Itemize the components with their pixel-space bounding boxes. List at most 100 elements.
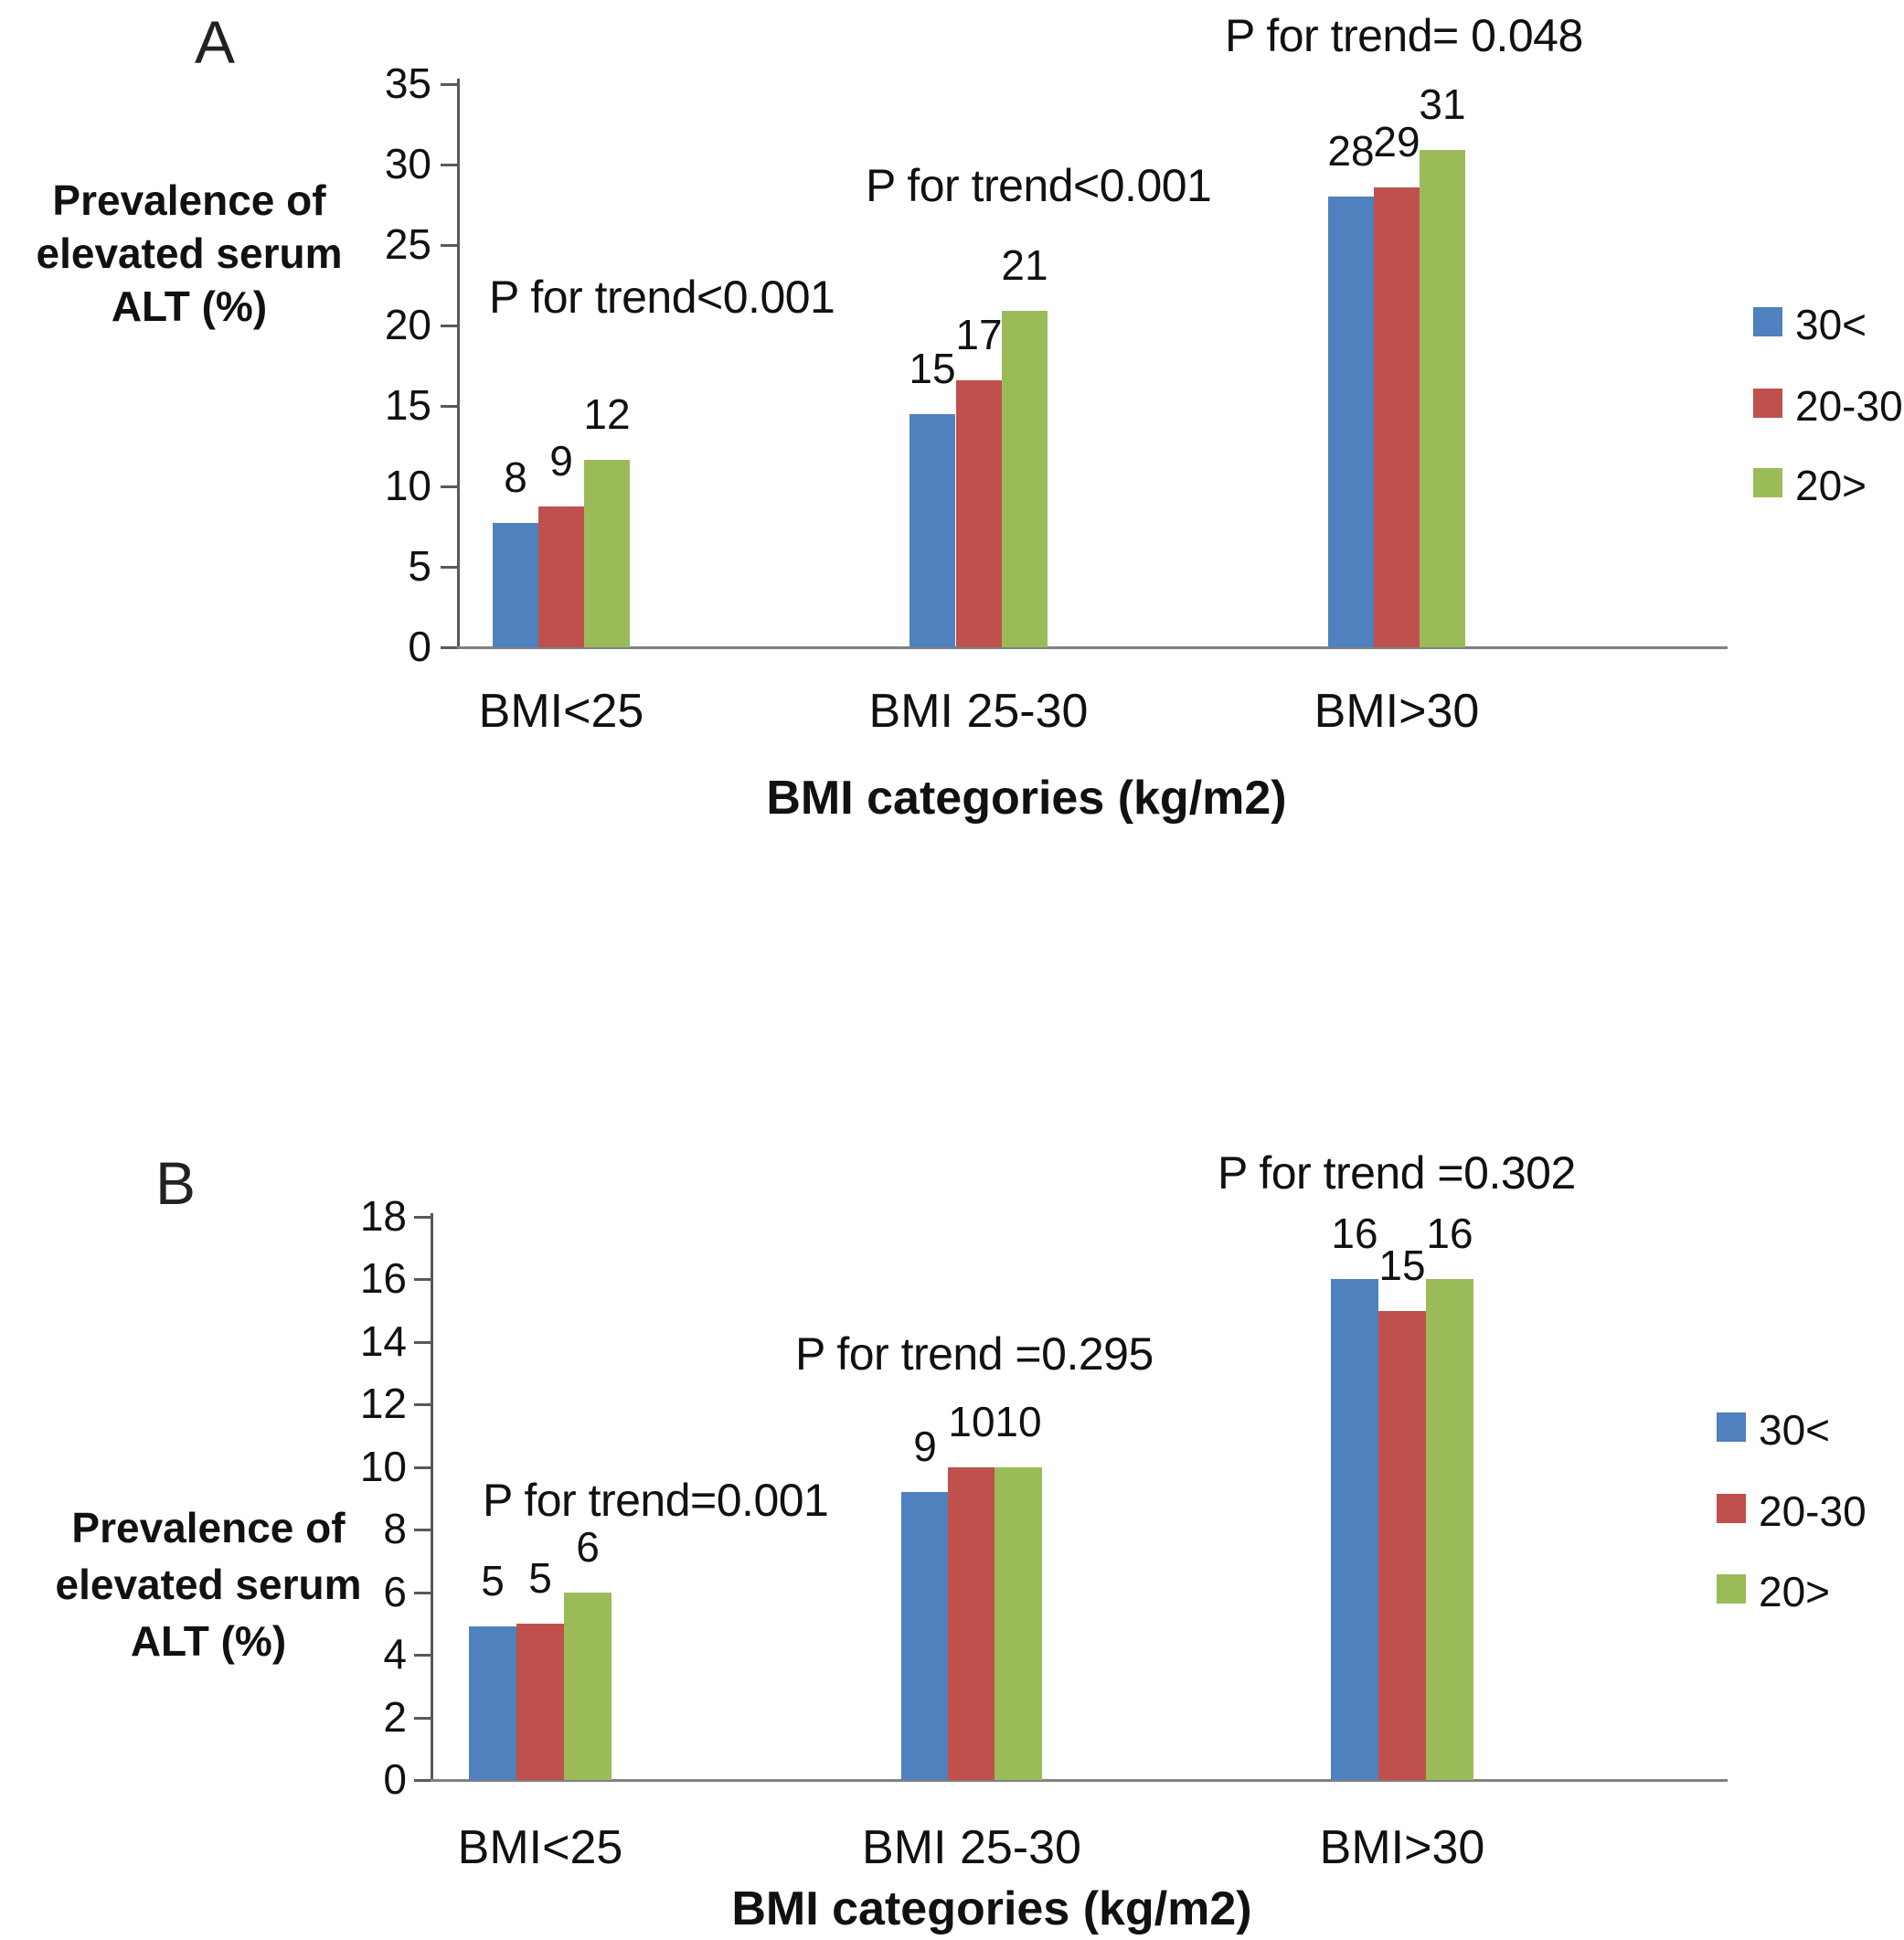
panel-letter: A (195, 8, 236, 76)
bar-value-label: 29 (1373, 117, 1420, 165)
y-axis-title-line: Prevalence of (52, 176, 326, 224)
p-for-trend-annotation: P for trend=0.001 (483, 1475, 829, 1526)
y-tick-mark (441, 566, 457, 569)
legend-label: 20> (1795, 462, 1867, 509)
bar (995, 1466, 1042, 1780)
bar-value-label: 12 (583, 389, 631, 438)
p-for-trend-annotation: P for trend<0.001 (489, 272, 835, 323)
bar-value-label: 16 (1331, 1210, 1378, 1258)
y-tick-label: 14 (359, 1316, 407, 1365)
legend-swatch (1717, 1574, 1746, 1604)
legend-swatch (1753, 468, 1782, 497)
bar-value-label: 15 (1378, 1241, 1426, 1289)
y-tick-label: 25 (384, 220, 431, 268)
y-tick-mark (414, 1278, 431, 1282)
bar-value-label: 16 (1426, 1210, 1473, 1258)
y-tick-mark (441, 325, 457, 327)
bar-value-label: 15 (909, 344, 956, 392)
y-tick-mark (414, 1216, 431, 1220)
bar-value-label: 8 (504, 453, 527, 502)
y-tick-label: 6 (383, 1567, 407, 1615)
bar-value-label: 5 (528, 1553, 552, 1602)
legend-label: 20> (1759, 1568, 1831, 1615)
x-category-label: BMI>30 (1314, 685, 1480, 738)
y-tick-mark (441, 244, 457, 247)
y-tick-mark (414, 1340, 431, 1344)
bar-value-label: 10 (948, 1397, 995, 1445)
bar-value-label: 17 (955, 310, 1003, 358)
y-tick-label: 8 (383, 1505, 407, 1553)
y-axis-title-line: Prevalence of (71, 1504, 346, 1551)
bar (1374, 187, 1420, 647)
y-tick-mark (414, 1529, 431, 1532)
bar (493, 523, 538, 647)
y-tick-label: 2 (383, 1692, 407, 1741)
y-tick-label: 15 (384, 381, 431, 429)
legend-label: 30< (1759, 1406, 1831, 1454)
y-tick-mark (414, 1466, 431, 1469)
bar-value-label: 21 (1001, 241, 1048, 290)
bar-value-label: 9 (549, 437, 573, 485)
bar (948, 1466, 995, 1780)
bar-value-label: 6 (576, 1522, 600, 1571)
panel-letter: B (155, 1149, 197, 1217)
y-tick-mark (414, 1716, 431, 1720)
bar (469, 1626, 516, 1780)
legend-swatch (1753, 389, 1782, 418)
bar (956, 379, 1002, 647)
y-axis-title-line: elevated serum (55, 1561, 362, 1608)
bar (1328, 197, 1374, 647)
y-tick-mark (441, 164, 457, 166)
p-for-trend-annotation: P for trend =0.295 (795, 1328, 1154, 1380)
p-for-trend-annotation: P for trend= 0.048 (1225, 10, 1583, 61)
legend-label: 20-30 (1795, 382, 1903, 430)
bar-value-label: 28 (1327, 127, 1375, 176)
bar (901, 1492, 949, 1780)
x-axis-title: BMI categories (kg/m2) (731, 1882, 1252, 1935)
y-tick-mark (414, 1403, 431, 1407)
legend-label: 30< (1795, 301, 1867, 348)
bar (516, 1623, 564, 1780)
bar (1426, 1279, 1473, 1780)
legend-label: 20-30 (1759, 1487, 1867, 1535)
y-tick-mark (414, 1591, 431, 1594)
x-category-label: BMI 25-30 (862, 1821, 1081, 1874)
y-tick-mark (441, 405, 457, 408)
x-axis-line (430, 1779, 1728, 1782)
x-axis-title: BMI categories (kg/m2) (766, 772, 1287, 825)
bar (1331, 1279, 1378, 1780)
legend-swatch (1717, 1494, 1746, 1523)
y-axis-title: Prevalence of elevated serum ALT (%) (0, 174, 482, 333)
x-axis-line (456, 646, 1728, 649)
p-for-trend-annotation: P for trend<0.001 (866, 160, 1212, 211)
legend-swatch (1717, 1412, 1746, 1442)
bar-value-label: 10 (995, 1397, 1042, 1445)
y-tick-label: 0 (408, 623, 431, 670)
p-for-trend-annotation: P for trend =0.302 (1218, 1147, 1576, 1199)
y-tick-mark (414, 1779, 431, 1782)
bar-value-label: 9 (913, 1423, 937, 1471)
y-tick-mark (441, 485, 457, 488)
x-category-label: BMI<25 (478, 685, 644, 738)
bar (584, 459, 630, 647)
y-tick-label: 12 (359, 1380, 407, 1428)
bar-value-label: 31 (1419, 80, 1466, 129)
bar (1002, 311, 1048, 647)
bar (538, 506, 584, 647)
bar (564, 1592, 612, 1780)
y-tick-label: 10 (359, 1442, 407, 1490)
y-tick-mark (441, 83, 457, 86)
y-tick-label: 18 (359, 1192, 407, 1241)
bar (1378, 1310, 1426, 1780)
x-category-label: BMI>30 (1319, 1821, 1485, 1874)
y-tick-mark (441, 646, 457, 649)
bar (1420, 150, 1465, 647)
bar-value-label: 5 (481, 1557, 505, 1605)
y-tick-label: 30 (384, 140, 431, 187)
y-axis-line (457, 79, 460, 649)
y-tick-mark (414, 1654, 431, 1658)
y-tick-label: 16 (359, 1254, 407, 1303)
